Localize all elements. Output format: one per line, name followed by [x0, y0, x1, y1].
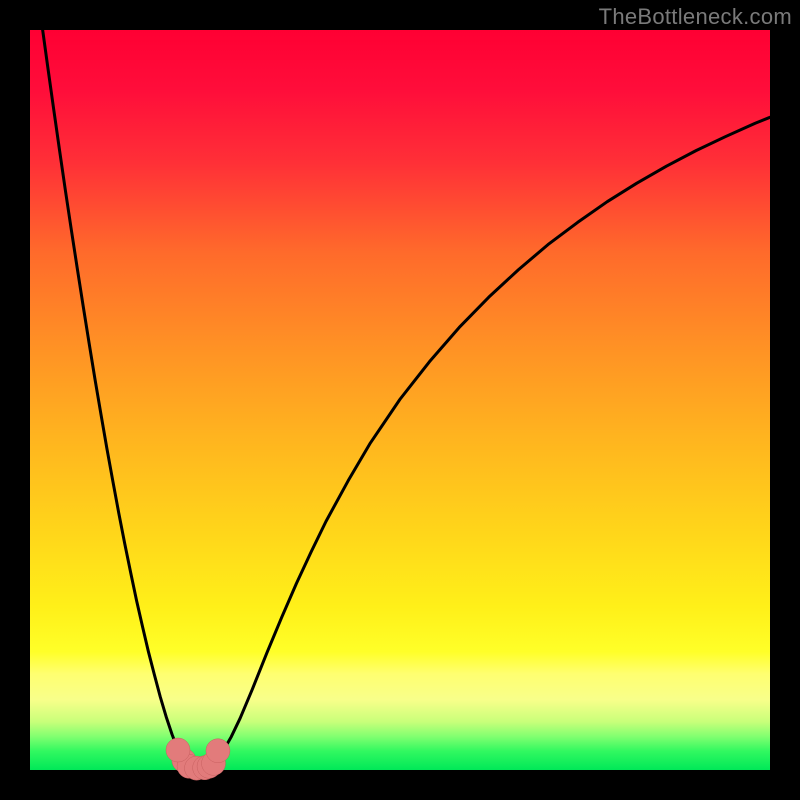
curve-marker: [166, 738, 190, 762]
curve-layer: [30, 30, 770, 770]
plot-area: [30, 30, 770, 770]
watermark-text: TheBottleneck.com: [599, 4, 792, 30]
bottleneck-curve: [30, 0, 770, 769]
marker-group: [166, 738, 230, 780]
curve-marker: [206, 739, 230, 763]
chart-frame: TheBottleneck.com: [0, 0, 800, 800]
